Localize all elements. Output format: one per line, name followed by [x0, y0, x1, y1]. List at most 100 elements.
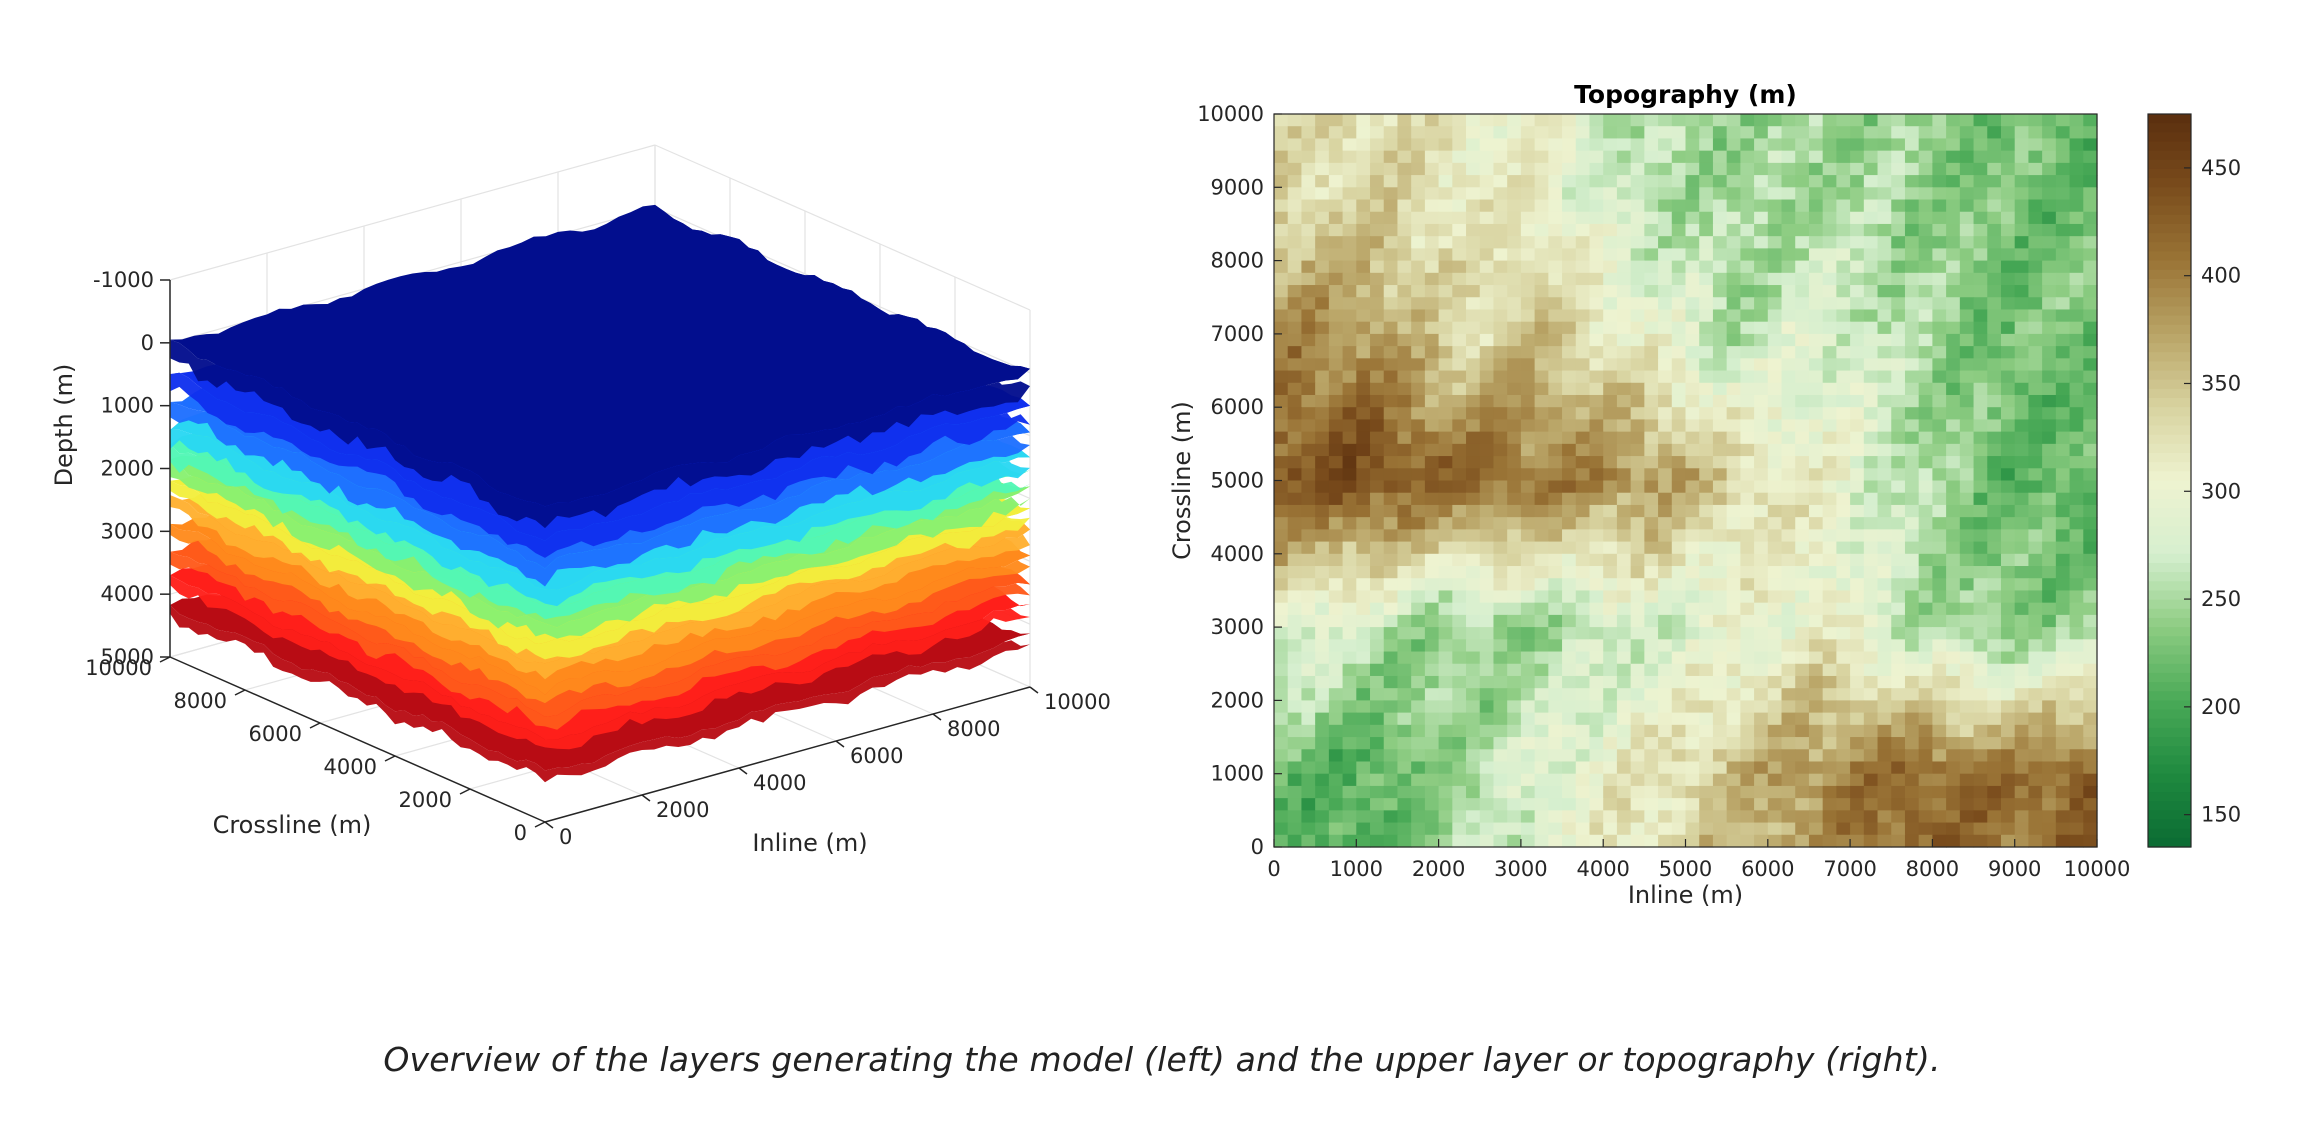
heatmap-cell — [1589, 492, 1604, 506]
heatmap-cell — [1863, 138, 1879, 152]
colorbar-tick-label: 300 — [2201, 479, 2241, 503]
heatmap-cell — [2055, 541, 2071, 555]
heatmap-cell — [1438, 199, 1453, 213]
heatmap-cell — [1891, 126, 1906, 140]
heatmap-cell — [1575, 236, 1591, 249]
heatmap-cell — [2083, 737, 2098, 750]
heatmap-cell — [1603, 785, 1618, 799]
heatmap-cell — [1383, 126, 1399, 140]
heatmap-cell — [1438, 785, 1453, 799]
heatmap-cell — [1548, 553, 1563, 567]
heatmap-cell — [1548, 248, 1563, 262]
heatmap-cell — [2055, 297, 2071, 311]
inline-tick-label: 6000 — [850, 744, 903, 768]
heatmap-cell — [1836, 138, 1851, 152]
heatmap-cell — [1822, 346, 1837, 359]
heatmap-cell — [1726, 541, 1741, 555]
heatmap-cell — [1342, 407, 1357, 421]
heatmap-cell — [1315, 688, 1330, 701]
heatmap-cell — [1383, 272, 1399, 286]
heatmap-cell — [2042, 749, 2057, 763]
heatmap-cell — [1904, 236, 1920, 249]
heatmap-cell — [1315, 602, 1330, 616]
heatmap-cell — [1383, 798, 1399, 811]
heatmap-cell — [1671, 162, 1687, 176]
heatmap-cell — [2028, 773, 2043, 787]
heatmap-cell — [1959, 651, 1975, 665]
heatmap-cell — [1589, 248, 1604, 262]
heatmap-cell — [2000, 810, 2016, 824]
heatmap-cell — [1918, 663, 1933, 677]
heatmap-cell — [1287, 358, 1303, 372]
heatmap-cell — [1479, 456, 1495, 469]
heatmap-cell — [2069, 761, 2084, 775]
heatmap-cell — [2000, 309, 2016, 323]
heatmap-cell — [1973, 236, 1988, 249]
heatmap-cell — [1383, 297, 1399, 311]
heatmap-cell — [1808, 566, 1824, 579]
heatmap-cell — [1918, 272, 1933, 286]
heatmap-cell — [1342, 810, 1357, 824]
heatmap-cell — [1287, 223, 1303, 237]
heatmap-cell — [1904, 114, 1920, 127]
heatmap-cell — [1918, 492, 1933, 506]
heatmap-cell — [1575, 443, 1591, 457]
heatmap-cell — [1424, 370, 1440, 384]
heatmap-cell — [1274, 578, 1289, 592]
heatmap-cell — [1603, 602, 1618, 616]
heatmap-cell — [1548, 443, 1563, 457]
heatmap-cell — [2055, 175, 2071, 188]
heatmap-cell — [2000, 627, 2016, 640]
crossline-tick — [459, 788, 471, 795]
heatmap-cell — [1699, 162, 1714, 176]
heatmap-cell — [1740, 297, 1755, 311]
heatmap-cell — [1356, 382, 1371, 396]
heatmap-cell — [1904, 663, 1920, 677]
heatmap-cell — [1616, 443, 1632, 457]
heatmap-cell — [1740, 749, 1755, 763]
heatmap-cell — [1342, 749, 1357, 763]
heatmap-cell — [1987, 187, 2002, 201]
heatmap-cell — [1904, 541, 1920, 555]
heatmap-cell — [1315, 419, 1330, 433]
heatmap-cell — [1822, 675, 1837, 689]
heatmap-cell — [1685, 407, 1700, 421]
heatmap-cell — [1891, 358, 1906, 372]
heatmap-cell — [1397, 700, 1412, 714]
heatmap-cell — [1891, 260, 1906, 274]
heatmap-cell — [1740, 150, 1755, 164]
heatmap-cell — [1740, 394, 1755, 408]
heatmap-cell — [1959, 199, 1975, 213]
colorbar-tick-label: 450 — [2201, 156, 2241, 180]
heatmap-cell — [1959, 602, 1975, 616]
heatmap-cell — [1918, 407, 1933, 421]
heatmap-cell — [1589, 688, 1604, 701]
heatmap-cell — [1520, 834, 1536, 848]
heatmap-cell — [1383, 822, 1399, 836]
heatmap-cell — [1863, 737, 1879, 750]
heatmap-cell — [1987, 297, 2002, 311]
heatmap-cell — [1424, 443, 1440, 457]
heatmap-cell — [2000, 566, 2016, 579]
heatmap-cell — [1274, 309, 1289, 323]
heatmap-cell — [1424, 492, 1440, 506]
colorbar-step — [2148, 562, 2191, 573]
heatmap-cell — [2000, 199, 2016, 213]
heatmap-cell — [2014, 675, 2030, 689]
heatmap-cell — [1575, 431, 1591, 445]
heatmap-cell — [2083, 419, 2098, 433]
colorbar-step — [2148, 388, 2191, 399]
heatmap-cell — [1562, 651, 1577, 665]
heatmap-cell — [2028, 639, 2043, 653]
heatmap-cell — [1658, 614, 1673, 628]
heatmap-cell — [1274, 663, 1289, 677]
heatmap-cell — [1987, 443, 2002, 457]
heatmap-cell — [2028, 688, 2043, 701]
heatmap-cell — [1754, 272, 1769, 286]
heatmap-cell — [1603, 529, 1618, 543]
heatmap-cell — [1520, 162, 1536, 176]
heatmap-cell — [1740, 162, 1755, 176]
heatmap-cell — [1575, 492, 1591, 506]
heatmap-cell — [2028, 223, 2043, 237]
